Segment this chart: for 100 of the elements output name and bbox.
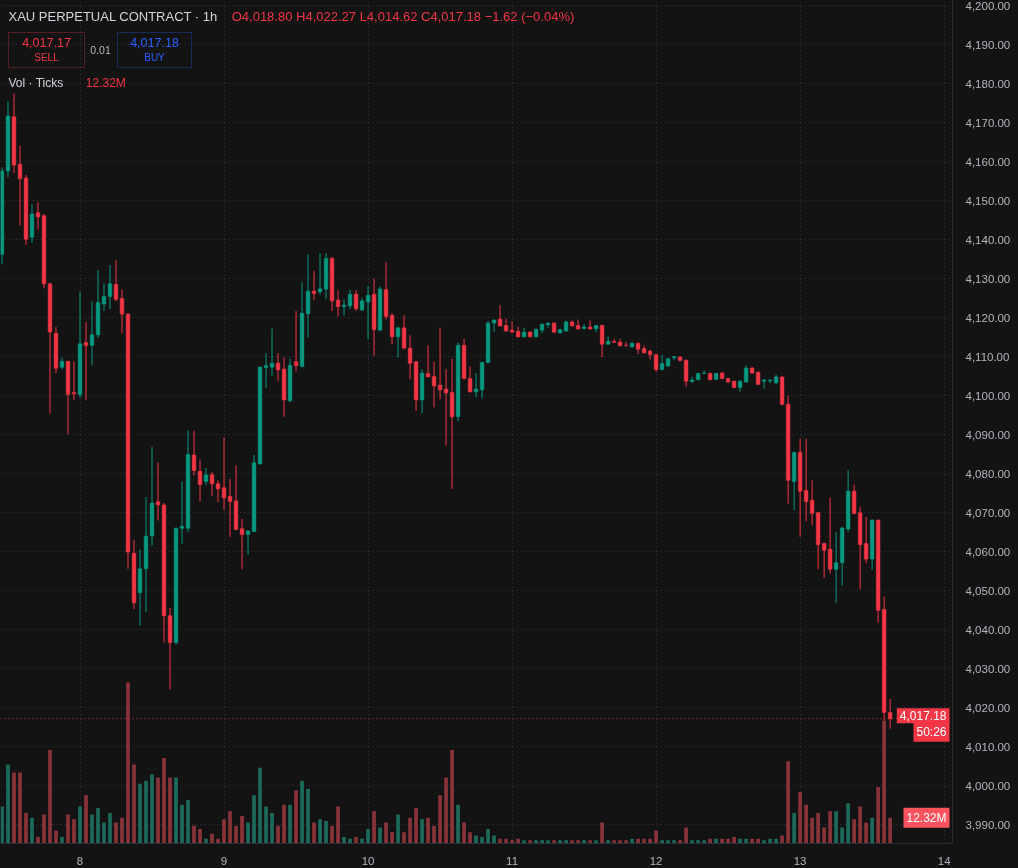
bar (618, 840, 622, 844)
bar (78, 806, 82, 844)
candlestick (293, 310, 299, 372)
x-tick-label: 14 (937, 854, 952, 867)
bar (792, 812, 796, 844)
bar (564, 840, 568, 844)
bar (126, 682, 130, 844)
bar (30, 817, 34, 844)
candlestick (311, 270, 317, 301)
bar (528, 840, 532, 844)
bar (342, 837, 346, 844)
bar (594, 840, 598, 844)
bar (330, 825, 334, 844)
bar (414, 808, 418, 844)
bar (834, 811, 838, 844)
candlestick (197, 459, 203, 502)
bar (168, 777, 172, 844)
annotation: 0.01 (90, 43, 111, 56)
bar (300, 780, 304, 844)
bar (48, 750, 52, 844)
bar (810, 817, 814, 844)
y-tick-label: 4,090.00 (965, 428, 1011, 441)
bar (222, 819, 226, 844)
candlestick (191, 430, 197, 477)
bar (462, 822, 466, 844)
bar (762, 840, 766, 844)
bar (786, 761, 790, 844)
candlestick (611, 338, 617, 344)
bar (408, 817, 412, 844)
y-tick-label: 4,140.00 (965, 233, 1011, 246)
y-tick-label: 4,050.00 (965, 584, 1011, 597)
bar (480, 837, 484, 844)
y-tick-label: 4,040.00 (965, 623, 1011, 636)
bar (684, 827, 688, 844)
bar (444, 777, 448, 844)
bar (816, 812, 820, 844)
y-tick-label: 4,130.00 (965, 272, 1011, 285)
bar (258, 767, 262, 844)
y-tick-label: 3,990.00 (965, 818, 1011, 831)
bar (432, 825, 436, 844)
bar (702, 840, 706, 844)
bar (456, 804, 460, 844)
candlestick (587, 319, 593, 331)
candlestick (395, 326, 401, 358)
bar (588, 840, 592, 844)
y-tick-label: 4,080.00 (965, 467, 1011, 480)
bar (318, 819, 322, 844)
y-tick-label: 4,180.00 (965, 77, 1011, 90)
bar (678, 840, 682, 844)
bar (606, 840, 610, 844)
bar (270, 812, 274, 844)
text: XAU PERPETUAL CONTRACT · 1h (8, 9, 218, 24)
bar (42, 814, 46, 844)
bar (240, 816, 244, 844)
bar (468, 832, 472, 844)
bar (18, 772, 22, 844)
bar (114, 822, 118, 844)
bar (36, 837, 40, 844)
bar (156, 777, 160, 844)
y-tick-label: 4,110.00 (965, 350, 1010, 363)
bar (474, 835, 478, 844)
candlestick (353, 289, 359, 312)
bar (120, 817, 124, 844)
bar (354, 837, 358, 844)
y-tick-label: 4,100.00 (965, 389, 1011, 402)
bar (882, 721, 886, 844)
text: O4,018.80 H4,022.27 L4,014.62 C4,017.18 −1.62 (−0.04%) (231, 9, 575, 24)
x-tick-label: 8 (76, 854, 84, 867)
candlestick (29, 203, 35, 244)
bar (870, 817, 874, 844)
bar (234, 825, 238, 844)
bar (570, 840, 574, 844)
bar (804, 804, 808, 844)
x-tick-label: 10 (361, 854, 375, 867)
bar (192, 825, 196, 844)
bar (294, 790, 298, 844)
bar (96, 808, 100, 844)
y-tick-label: 4,150.00 (965, 194, 1011, 207)
bar (438, 795, 442, 844)
bar (102, 822, 106, 844)
bar (138, 783, 142, 844)
bar (324, 820, 328, 844)
bar (510, 840, 514, 844)
bar (846, 803, 850, 844)
annotation: 4,017.17 (22, 36, 71, 50)
x-tick-label: 9 (220, 854, 228, 867)
x-tick-label: 12 (649, 854, 663, 867)
bar (390, 832, 394, 844)
bar (288, 804, 292, 844)
y-tick-label: 4,060.00 (965, 545, 1011, 558)
bar (888, 817, 892, 844)
bar (732, 837, 736, 844)
x-tick-label: 13 (793, 854, 807, 867)
y-tick-label: 4,200.00 (965, 0, 1011, 12)
bar (420, 819, 424, 844)
bar (180, 804, 184, 844)
bar (132, 764, 136, 844)
bar (162, 758, 166, 844)
y-tick-label: 4,000.00 (965, 779, 1011, 792)
bar (402, 832, 406, 844)
